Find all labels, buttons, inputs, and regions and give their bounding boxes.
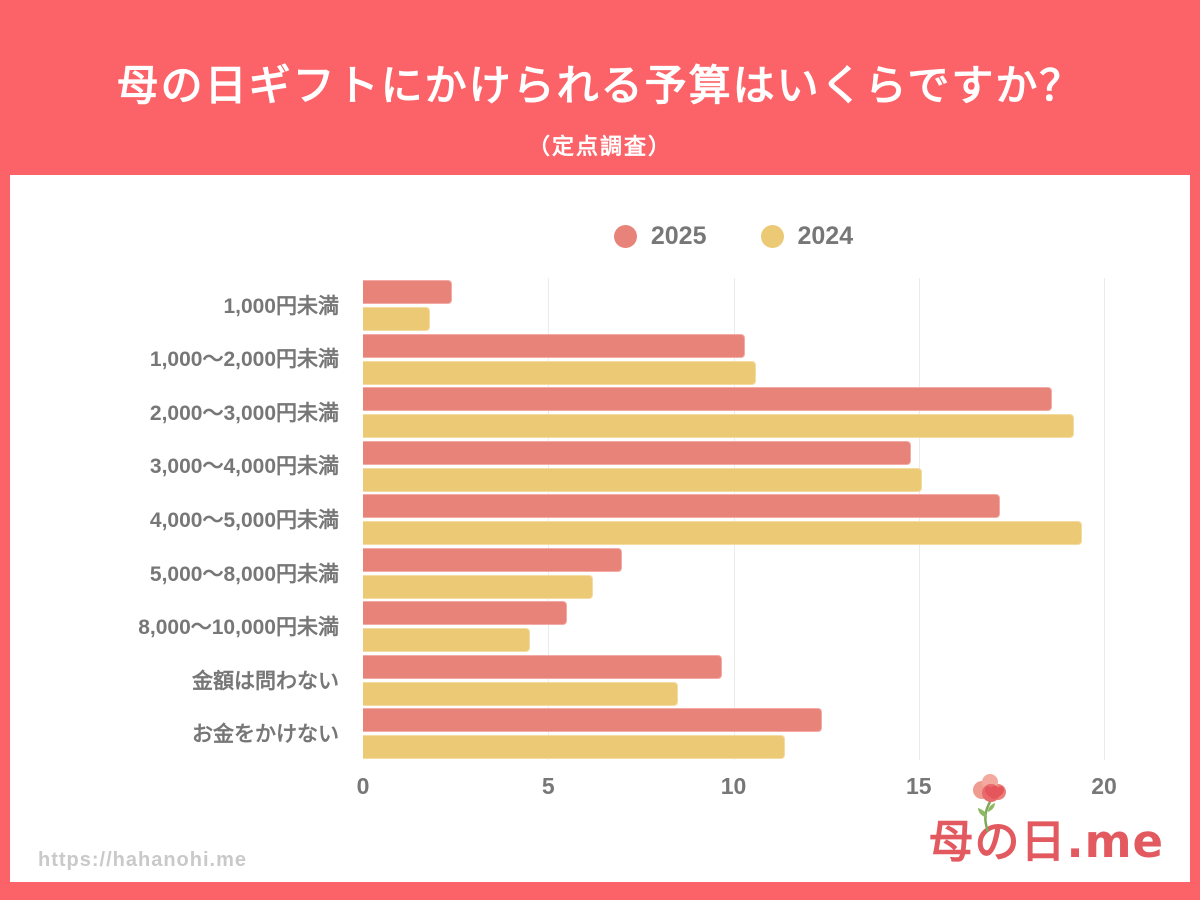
category-label: 3,000〜4,000円未満 [149,455,339,479]
x-tick-10: 10 [720,773,747,799]
bar-rows [363,278,1104,760]
bar-2025-row7 [363,601,567,626]
bar-group [363,546,1104,600]
page-subtitle: （定点調査） [527,134,672,159]
bar-2025-row5 [363,494,1001,519]
bar-2024-row3 [363,414,1075,439]
bar-group [363,706,1104,760]
legend-swatch-2024 [760,225,784,248]
bar-group [363,439,1104,493]
carnation-flower-icon [954,772,1016,839]
category-label: 8,000〜10,000円未満 [138,616,339,640]
chart-legend: 2025 2024 [363,222,1104,251]
bar-2024-row2 [363,360,756,385]
category-label: 2,000〜3,000円未満 [149,401,339,425]
category-label: 5,000〜8,000円未満 [149,562,339,586]
brand-logo: 母の日.me [928,774,1164,870]
gridline-10 [733,278,735,760]
bar-group [363,332,1104,386]
category-label: 1,000〜2,000円未満 [149,348,339,372]
legend-swatch-2025 [613,225,637,248]
x-tick-5: 5 [541,773,555,799]
logo-text: 母の日.me [928,815,1164,868]
legend-label: 2025 [650,222,707,250]
category-label: 4,000〜5,000円未満 [149,508,339,532]
x-tick-15: 15 [905,773,932,799]
category-label: 1,000円未満 [223,294,339,318]
legend-label: 2024 [797,222,854,250]
bar-2025-row3 [363,387,1053,412]
gridline-5 [548,278,550,760]
gridline-15 [918,278,920,760]
bar-2024-row6 [363,574,593,599]
x-axis: 0 5 10 15 20 [357,773,1117,803]
bar-2024-row8 [363,681,678,706]
bar-group [363,492,1104,546]
bar-2024-row4 [363,467,923,492]
gridline-20 [1104,278,1105,760]
legend-item-2025[interactable]: 2025 [613,222,707,251]
bar-2024-row9 [363,735,786,760]
category-label: お金をかけない [192,723,339,747]
category-axis: 1,000円未満 1,000〜2,000円未満 2,000〜3,000円未満 3,00… [10,278,351,760]
bar-group [363,385,1104,439]
bar-2025-row1 [363,280,452,304]
bar-2025-row6 [363,547,623,572]
legend-item-2024[interactable]: 2024 [760,222,854,251]
bar-2025-row2 [363,333,745,358]
bar-2024-row7 [363,628,530,653]
bar-2025-row9 [363,708,823,733]
x-tick-0: 0 [356,773,370,799]
bar-group [363,278,1104,332]
source-url[interactable]: https://hahanohi.me [38,849,247,871]
page-title: 母の日ギフトにかけられる予算はいくらですか？ [116,62,1084,109]
bar-2024-row5 [363,521,1082,546]
chart-card: 2025 2024 1,000円未満 1,000〜2,000円未満 2,000〜3,0… [10,175,1190,882]
x-tick-20: 20 [1091,773,1117,799]
bar-2024-row1 [363,307,430,331]
bar-2025-row4 [363,440,912,465]
bar-2025-row8 [363,654,723,679]
header-banner: 母の日ギフトにかけられる予算はいくらですか？ （定点調査） [0,0,1200,175]
bar-group [363,599,1104,653]
category-label: 金額は問わない [192,669,339,693]
bar-group [363,653,1104,707]
plot-area [363,278,1105,760]
